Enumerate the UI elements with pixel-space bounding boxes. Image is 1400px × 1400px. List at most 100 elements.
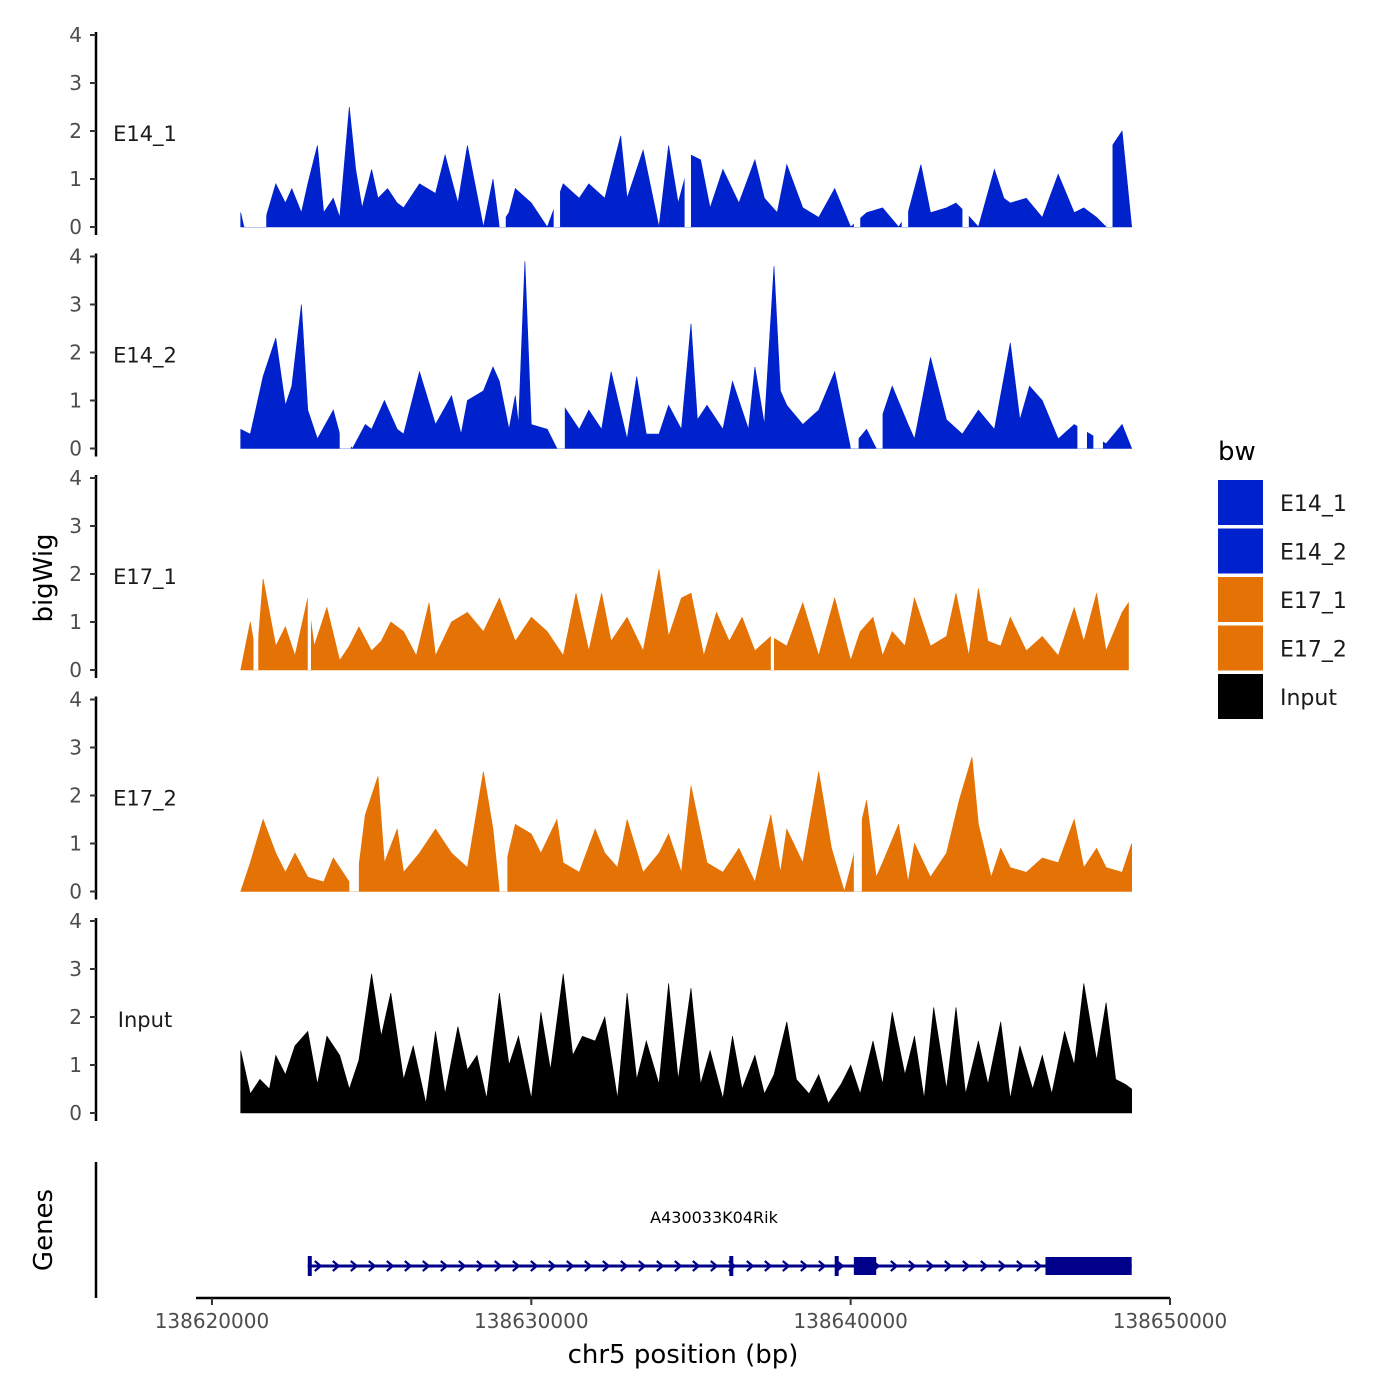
zero-coverage-gap [962,33,969,227]
strand-arrow [386,1260,395,1272]
signal-area-e17-2 [240,757,1132,893]
track-e17-2: 0 1 2 3 4 E17_2 [69,688,1132,904]
zero-coverage-gap [853,697,862,892]
y-tick-label: 4 [69,23,82,47]
y-tick-label: 2 [69,562,82,586]
legend: bw E14_1 E14_2 E17_1 E17_2 Input [1218,437,1347,719]
strand-arrow [980,1260,989,1272]
strand-arrow [458,1260,467,1272]
strand-arrow [548,1260,557,1272]
signal-area-e14-2 [240,261,1133,450]
y-tick-label: 1 [69,610,82,634]
gene-exon [1045,1257,1132,1275]
y-tick-label: 3 [69,293,82,317]
strand-arrow [1016,1260,1025,1272]
track-label: E17_2 [113,787,177,812]
zero-coverage-gap [253,476,259,670]
strand-arrow [800,1260,809,1272]
track-e14-2: 0 1 2 3 4 E14_2 [69,245,1133,461]
strand-arrow [818,1260,827,1272]
x-axis: 138620000 138630000 138640000 138650000 chr… [155,1296,1228,1370]
y-tick-label: 4 [69,688,82,712]
gene-exon [834,1256,839,1276]
zero-coverage-gap [556,254,565,449]
zero-coverage-gap [853,33,861,227]
legend-label: E17_1 [1280,589,1347,614]
y-tick-label: 4 [69,466,82,490]
y-tick-label: 0 [69,437,82,461]
y-tick-label: 2 [69,784,82,808]
y-tick-label: 3 [69,514,82,538]
track-label: E14_1 [113,122,177,147]
y-tick-label: 3 [69,71,82,95]
zero-coverage-gap [339,254,351,449]
legend-swatch [1218,625,1263,671]
legend-items: E14_1 E14_2 E17_1 E17_2 Input [1218,480,1347,719]
strand-arrow [494,1260,503,1272]
y-tick-label: 2 [69,341,82,365]
strand-arrow [620,1260,629,1272]
signal-area-e14-1 [240,106,1133,228]
zero-coverage-gap [349,697,359,892]
strand-arrow [944,1260,953,1272]
track-e14-1: 0 1 2 3 4 E14_1 [69,23,1133,239]
y-tick-label: 0 [69,658,82,682]
x-tick-label: 138650000 [1113,1309,1228,1333]
gene-exon [853,1257,877,1275]
y-tick-label: 2 [69,119,82,143]
track-e17-1: 0 1 2 3 4 E17_1 [69,466,1129,682]
legend-swatch [1218,528,1263,574]
strand-arrow [404,1260,413,1272]
x-tick-label: 138620000 [155,1309,270,1333]
strand-arrow [746,1260,755,1272]
strand-arrow [530,1260,539,1272]
y-tick-label: 0 [69,1101,82,1125]
y-tick-label: 4 [69,909,82,933]
zero-coverage-gap [499,697,508,892]
bigwig-panels: 0 1 2 3 4 E14_1 0 1 2 3 4 E14_2 0 1 2 3 4 E17_1 0 1 2 3 4 E17_2… [69,23,1133,1125]
strand-arrow [602,1260,611,1272]
strand-arrow [422,1260,431,1272]
strand-arrow [656,1260,665,1272]
legend-title: bw [1218,437,1256,467]
track-label: Input [118,1008,172,1032]
zero-coverage-gap [553,33,561,227]
strand-arrow [350,1260,359,1272]
track-input: 0 1 2 3 4 Input [69,909,1132,1125]
x-ticks: 138620000 138630000 138640000 138650000 [155,1298,1228,1333]
y-tick-label: 1 [69,167,82,191]
y-tick-label: 2 [69,1005,82,1029]
y-tick-label: 1 [69,1053,82,1077]
strand-arrow [926,1260,935,1272]
strand-arrow [1034,1260,1043,1272]
strand-arrow [512,1260,521,1272]
strand-arrow [764,1260,773,1272]
x-axis-title: chr5 position (bp) [568,1340,799,1370]
gene-exon [307,1256,312,1276]
strand-arrow [692,1260,701,1272]
strand-arrow [314,1260,323,1272]
zero-coverage-gap [901,33,909,227]
gene-exon [729,1256,734,1276]
y-tick-label: 1 [69,389,82,413]
legend-swatch [1218,674,1263,719]
legend-label: E17_2 [1280,638,1347,663]
legend-label: E14_1 [1280,492,1347,517]
y-tick-label: 4 [69,245,82,269]
strand-arrow [962,1260,971,1272]
zero-coverage-gap [307,476,311,670]
signal-area-e17-1 [240,569,1129,671]
legend-swatch [1218,480,1263,525]
zero-coverage-gap [245,33,267,227]
y-tick-label: 0 [69,215,82,239]
track-label: E14_2 [113,344,177,369]
strand-arrow [332,1260,341,1272]
zero-coverage-gap [770,476,775,670]
x-tick-label: 138630000 [474,1309,589,1333]
y-tick-label: 3 [69,736,82,760]
strand-arrow [710,1260,719,1272]
track-label: E17_1 [113,565,177,590]
strand-arrow [782,1260,791,1272]
zero-coverage-gap [850,254,859,449]
